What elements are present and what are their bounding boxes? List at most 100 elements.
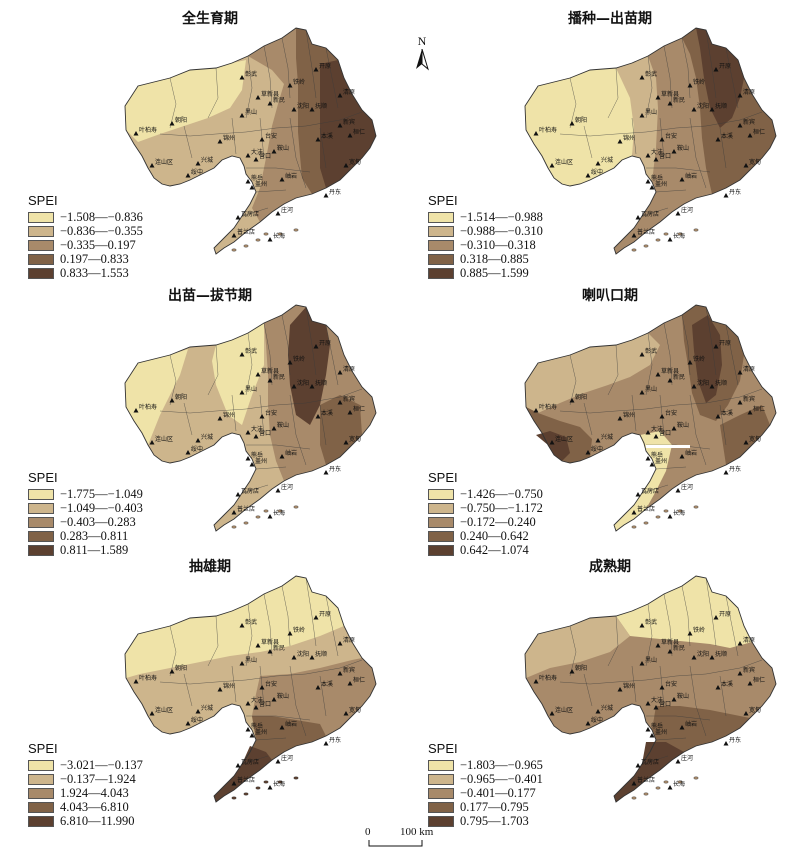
station-label: 鞍山 xyxy=(677,421,689,429)
station-marker-icon xyxy=(747,133,753,138)
station-marker-icon xyxy=(679,725,685,730)
station-marker-icon xyxy=(291,107,297,112)
station-label: 丹东 xyxy=(329,465,341,473)
north-arrow-icon xyxy=(416,48,429,71)
station-marker-icon xyxy=(239,390,245,395)
station-marker-icon xyxy=(231,510,237,515)
station-marker-icon xyxy=(737,123,743,128)
legend-entry: −1.514—−0.988 xyxy=(428,210,568,224)
station-marker-icon xyxy=(255,643,261,648)
station-label: 本溪 xyxy=(721,680,733,688)
station-label: 长海 xyxy=(673,780,685,788)
legend-entry: −1.426—−0.750 xyxy=(428,487,568,501)
legend-entry: −1.803—−0.965 xyxy=(428,758,568,772)
station-label: 盖州 xyxy=(255,457,267,465)
station-label: 叶柏寿 xyxy=(539,403,557,411)
district-boundary xyxy=(169,625,177,677)
station-label: 岫岩 xyxy=(685,449,697,457)
station-marker-icon xyxy=(709,655,715,660)
district-boundary xyxy=(231,394,237,432)
station-label: 大洼 xyxy=(651,696,663,704)
station-label: 沈阳 xyxy=(297,102,309,110)
station-marker-icon xyxy=(635,492,641,497)
station-marker-icon xyxy=(533,131,539,136)
station-marker-icon xyxy=(645,430,651,435)
station-label: 彰武 xyxy=(645,618,657,626)
station-label: 营口 xyxy=(659,152,671,160)
station-marker-icon xyxy=(195,161,201,166)
station-marker-icon xyxy=(259,685,265,690)
station-marker-icon xyxy=(691,655,697,660)
district-boundary xyxy=(289,665,307,737)
province-outline xyxy=(524,27,777,255)
station-label: 丹东 xyxy=(729,736,741,744)
legend-label: 0.240—0.642 xyxy=(460,528,529,543)
station-marker-icon xyxy=(549,711,555,716)
station-label: 黑山 xyxy=(245,108,257,116)
station-marker-icon xyxy=(659,414,665,419)
island xyxy=(231,796,237,800)
station-marker-icon xyxy=(617,139,623,144)
station-marker-icon xyxy=(253,705,259,710)
district-boundary xyxy=(325,595,339,657)
station-label: 丹东 xyxy=(329,736,341,744)
legend-label: −0.137—1.924 xyxy=(60,771,136,786)
district-boundary xyxy=(631,665,637,703)
station-marker-icon xyxy=(239,623,245,628)
district-boundary xyxy=(263,322,273,386)
station-label: 兴城 xyxy=(201,704,213,712)
legend-entry: 0.795—1.703 xyxy=(428,814,568,828)
district-boundary xyxy=(663,593,673,657)
station-marker-icon xyxy=(245,430,251,435)
map-panel-tasseling: 抽雄期 彰武 铁岭 开原 清原 草新县 新民 沈阳 抚顺 叶柏寿 朝阳 黑山 锦州 台安 新宾 本溪 桓仁 兴城… xyxy=(20,556,400,828)
station-marker-icon xyxy=(569,121,575,126)
scale-bar: 0 100 km xyxy=(362,826,482,856)
station-marker-icon xyxy=(585,450,591,455)
island xyxy=(677,509,683,513)
station-marker-icon xyxy=(595,161,601,166)
station-label: 丹东 xyxy=(729,188,741,196)
panel-title: 抽雄期 xyxy=(189,559,231,575)
legend: SPEI −1.514—−0.988 −0.988—−0.310 −0.310—0.… xyxy=(428,193,568,280)
station-label: 桓仁 xyxy=(753,405,765,413)
district-boundary xyxy=(246,167,311,173)
station-label: 抚顺 xyxy=(715,650,727,658)
station-label: 大洼 xyxy=(251,148,263,156)
station-marker-icon xyxy=(691,107,697,112)
district-boundary xyxy=(719,675,727,717)
island xyxy=(263,780,269,784)
station-label: 彰武 xyxy=(645,70,657,78)
station-label: 营口 xyxy=(659,700,671,708)
legend-entry: −1.775—−1.049 xyxy=(28,487,168,501)
station-label: 清原 xyxy=(343,636,355,644)
station-marker-icon xyxy=(737,671,743,676)
panel-title: 成熟期 xyxy=(589,559,631,575)
island xyxy=(243,521,249,525)
station-marker-icon xyxy=(133,679,139,684)
district-boundary xyxy=(725,324,739,386)
district-boundary xyxy=(719,404,727,446)
district-boundary xyxy=(255,466,287,470)
station-label: 普兰店 xyxy=(637,776,655,784)
station-marker-icon xyxy=(315,414,321,419)
district-boundary xyxy=(719,127,727,169)
station-marker-icon xyxy=(149,163,155,168)
station-marker-icon xyxy=(743,163,749,168)
spei-zone xyxy=(525,616,630,678)
station-marker-icon xyxy=(267,237,273,242)
station-label: 新宾 xyxy=(343,666,355,674)
station-label: 瓦房店 xyxy=(641,758,659,766)
legend: SPEI −3.021—−0.137 −0.137—1.924 1.924—4.04… xyxy=(28,741,168,828)
island xyxy=(643,244,649,248)
station-marker-icon xyxy=(149,711,155,716)
legend-swatch xyxy=(28,225,54,237)
district-boundary xyxy=(689,665,707,737)
station-label: 熊岳 xyxy=(251,174,263,182)
station-marker-icon xyxy=(245,701,251,706)
station-label: 清原 xyxy=(343,365,355,373)
station-marker-icon xyxy=(617,416,623,421)
station-marker-icon xyxy=(169,669,175,674)
station-marker-icon xyxy=(585,173,591,178)
station-label: 宽甸 xyxy=(349,158,361,166)
legend-swatch xyxy=(428,773,454,785)
